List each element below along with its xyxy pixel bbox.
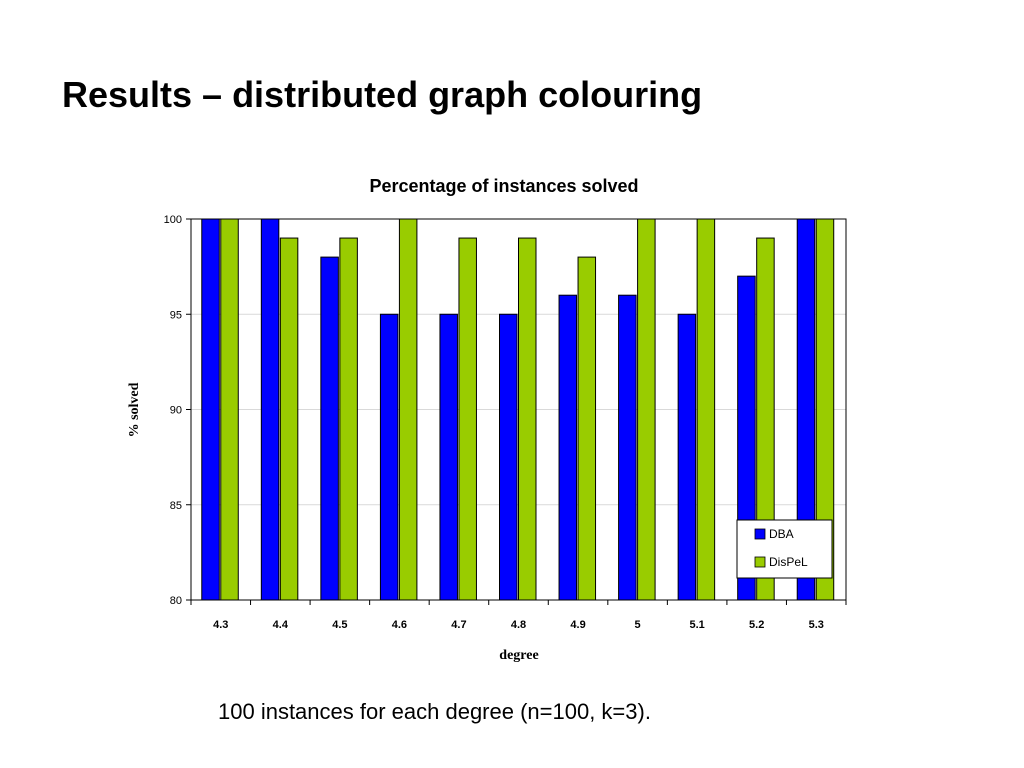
y-tick-label: 95 bbox=[170, 309, 182, 321]
bar-dispel-5-1 bbox=[696, 218, 716, 601]
bar-dba-4-8 bbox=[499, 313, 518, 601]
bar-dispel-4-3 bbox=[220, 218, 239, 601]
bar-dba-4-9 bbox=[558, 294, 578, 601]
bar-dba-5 bbox=[618, 294, 637, 601]
x-tick-label: 4.6 bbox=[392, 619, 407, 631]
x-tick-label: 5.1 bbox=[689, 619, 704, 631]
slide-caption: 100 instances for each degree (n=100, k=… bbox=[218, 699, 651, 724]
x-tick-label: 4.9 bbox=[570, 619, 585, 631]
bar-dispel-4-6 bbox=[398, 218, 418, 601]
legend-label-dba: DBA bbox=[769, 527, 794, 541]
x-tick-label: 4.3 bbox=[213, 619, 228, 631]
bar-dba-4-7 bbox=[439, 313, 458, 601]
x-axis-label: degree bbox=[499, 648, 538, 663]
bar-dba-4-3 bbox=[201, 218, 220, 601]
x-tick-label: 4.5 bbox=[332, 619, 347, 631]
bar-dispel-4-5 bbox=[339, 237, 358, 601]
x-tick-label: 4.7 bbox=[451, 619, 466, 631]
y-tick-label: 80 bbox=[170, 595, 182, 607]
bar-dispel-4-4 bbox=[279, 237, 299, 601]
y-tick-label: 90 bbox=[170, 405, 182, 417]
legend-label-dispel: DisPeL bbox=[769, 555, 808, 569]
legend-swatch-dispel bbox=[754, 556, 766, 568]
legend: DBA DisPeL bbox=[736, 519, 833, 579]
y-tick-label: 85 bbox=[170, 500, 182, 512]
legend-swatch-dba bbox=[754, 528, 766, 540]
bar-dba-4-6 bbox=[379, 313, 399, 601]
x-axis-ticks: 4.3 4.4 4.5 4.6 4.7 4.8 4.9 5 5.1 5.2 5.3 bbox=[190, 600, 847, 631]
y-axis-label: % solved bbox=[127, 382, 142, 437]
bar-dba-4-5 bbox=[320, 256, 339, 601]
slide-title: Results – distributed graph colouring bbox=[62, 74, 703, 115]
bar-dispel-4-8 bbox=[518, 237, 537, 601]
x-tick-label: 5.2 bbox=[749, 619, 764, 631]
bar-dba-4-4 bbox=[260, 218, 280, 601]
x-tick-label: 4.4 bbox=[273, 619, 289, 631]
y-axis-ticks: 80 85 90 95 100 bbox=[164, 214, 191, 607]
y-tick-label: 100 bbox=[164, 214, 182, 226]
bar-dispel-4-7 bbox=[458, 237, 477, 601]
legend-frame bbox=[736, 519, 833, 579]
x-tick-label: 5 bbox=[635, 619, 641, 631]
x-tick-label: 4.8 bbox=[511, 619, 526, 631]
bar-dispel-5 bbox=[637, 218, 656, 601]
bar-dba-5-1 bbox=[677, 313, 697, 601]
bars bbox=[201, 218, 835, 601]
x-tick-label: 5.3 bbox=[809, 619, 824, 631]
bar-dispel-4-9 bbox=[577, 256, 597, 601]
chart-title: Percentage of instances solved bbox=[369, 176, 638, 196]
